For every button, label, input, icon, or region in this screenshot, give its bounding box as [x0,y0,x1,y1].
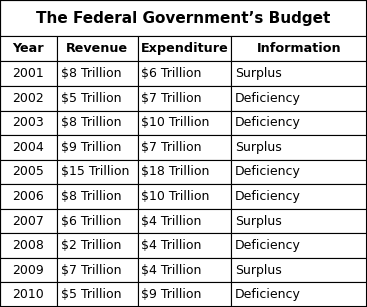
Bar [57,135,138,160]
Bar [231,36,367,61]
Bar [138,258,231,282]
Text: 2006: 2006 [12,190,44,203]
Text: Expenditure: Expenditure [141,42,228,55]
Text: 2009: 2009 [12,264,44,277]
Text: 2005: 2005 [12,165,44,178]
Text: $7 Trillion: $7 Trillion [61,264,121,277]
Bar [138,233,231,258]
Text: $18 Trillion: $18 Trillion [141,165,210,178]
Text: $6 Trillion: $6 Trillion [61,215,121,227]
Text: Information: Information [257,42,341,55]
Text: $2 Trillion: $2 Trillion [61,239,121,252]
Text: $7 Trillion: $7 Trillion [141,141,202,154]
Bar [57,258,138,282]
Text: $6 Trillion: $6 Trillion [141,67,202,80]
Text: Year: Year [12,42,44,55]
Text: Surplus: Surplus [235,264,281,277]
Text: Surplus: Surplus [235,67,281,80]
Text: $10 Trillion: $10 Trillion [141,190,210,203]
Bar [231,184,367,209]
Bar [0,0,367,36]
Bar [0,61,57,86]
Bar [57,36,138,61]
Bar [0,209,57,233]
Bar [138,160,231,184]
Bar [231,86,367,111]
Text: 2002: 2002 [12,92,44,105]
Bar [57,282,138,307]
Text: $9 Trillion: $9 Trillion [61,141,121,154]
Bar [231,135,367,160]
Text: Revenue: Revenue [66,42,128,55]
Bar [231,282,367,307]
Bar [0,184,57,209]
Bar [138,61,231,86]
Bar [0,135,57,160]
Bar [0,258,57,282]
Text: Surplus: Surplus [235,141,281,154]
Text: Deficiency: Deficiency [235,92,301,105]
Bar [138,135,231,160]
Bar [0,111,57,135]
Text: Deficiency: Deficiency [235,116,301,129]
Bar [231,111,367,135]
Bar [0,86,57,111]
Bar [57,184,138,209]
Text: 2003: 2003 [12,116,44,129]
Text: $8 Trillion: $8 Trillion [61,190,121,203]
Bar [57,86,138,111]
Text: $9 Trillion: $9 Trillion [141,288,202,301]
Text: $7 Trillion: $7 Trillion [141,92,202,105]
Text: Deficiency: Deficiency [235,190,301,203]
Bar [0,160,57,184]
Bar [138,86,231,111]
Bar [138,184,231,209]
Bar [231,233,367,258]
Text: $8 Trillion: $8 Trillion [61,67,121,80]
Bar [138,209,231,233]
Bar [231,160,367,184]
Bar [138,111,231,135]
Text: 2008: 2008 [12,239,44,252]
Bar [0,233,57,258]
Bar [0,282,57,307]
Text: Deficiency: Deficiency [235,288,301,301]
Text: The Federal Government’s Budget: The Federal Government’s Budget [36,11,331,25]
Bar [231,61,367,86]
Bar [57,111,138,135]
Bar [231,209,367,233]
Bar [0,36,57,61]
Text: $4 Trillion: $4 Trillion [141,239,202,252]
Text: Surplus: Surplus [235,215,281,227]
Text: $8 Trillion: $8 Trillion [61,116,121,129]
Text: $5 Trillion: $5 Trillion [61,288,121,301]
Text: $4 Trillion: $4 Trillion [141,215,202,227]
Text: 2010: 2010 [12,288,44,301]
Text: 2004: 2004 [12,141,44,154]
Text: $5 Trillion: $5 Trillion [61,92,121,105]
Bar [57,61,138,86]
Text: $4 Trillion: $4 Trillion [141,264,202,277]
Bar [57,209,138,233]
Text: Deficiency: Deficiency [235,239,301,252]
Text: $15 Trillion: $15 Trillion [61,165,129,178]
Bar [138,36,231,61]
Text: 2001: 2001 [12,67,44,80]
Text: $10 Trillion: $10 Trillion [141,116,210,129]
Bar [57,233,138,258]
Text: Deficiency: Deficiency [235,165,301,178]
Bar [231,258,367,282]
Bar [57,160,138,184]
Text: 2007: 2007 [12,215,44,227]
Bar [138,282,231,307]
